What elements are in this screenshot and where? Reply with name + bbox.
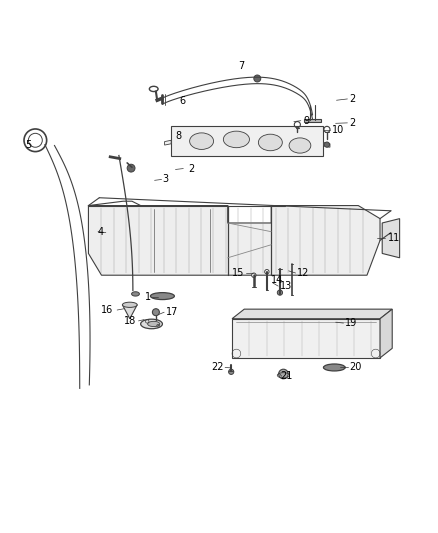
Text: 9: 9 <box>304 116 310 126</box>
Text: 4: 4 <box>97 227 103 237</box>
Polygon shape <box>232 309 392 319</box>
Circle shape <box>254 75 261 82</box>
Text: 15: 15 <box>232 268 244 278</box>
Circle shape <box>229 369 234 375</box>
Text: 17: 17 <box>166 307 178 317</box>
Ellipse shape <box>258 134 283 151</box>
Polygon shape <box>304 119 321 122</box>
Text: 18: 18 <box>124 316 136 326</box>
Ellipse shape <box>289 138 311 153</box>
Circle shape <box>252 273 256 277</box>
Polygon shape <box>171 126 323 156</box>
Polygon shape <box>232 319 380 358</box>
Circle shape <box>152 309 159 316</box>
Polygon shape <box>382 219 399 258</box>
Text: 20: 20 <box>350 361 362 372</box>
Text: 22: 22 <box>211 362 223 373</box>
Polygon shape <box>323 142 330 147</box>
Text: 6: 6 <box>180 96 186 106</box>
Circle shape <box>127 164 135 172</box>
Polygon shape <box>122 305 137 319</box>
Text: 1: 1 <box>145 292 152 302</box>
Text: 10: 10 <box>332 125 344 135</box>
Text: 13: 13 <box>280 281 292 291</box>
Text: 8: 8 <box>176 131 182 141</box>
Text: 16: 16 <box>102 305 114 315</box>
Text: 7: 7 <box>239 61 245 71</box>
Circle shape <box>324 142 329 147</box>
Text: 14: 14 <box>271 274 283 285</box>
Ellipse shape <box>148 321 160 327</box>
Text: 21: 21 <box>280 371 292 381</box>
Ellipse shape <box>223 131 250 148</box>
Ellipse shape <box>122 302 137 308</box>
Text: 12: 12 <box>297 268 310 278</box>
Ellipse shape <box>190 133 214 149</box>
Text: 5: 5 <box>25 140 32 150</box>
Circle shape <box>279 369 288 379</box>
Circle shape <box>277 290 283 295</box>
Polygon shape <box>165 140 171 145</box>
Text: 2: 2 <box>350 94 356 104</box>
Polygon shape <box>88 206 380 275</box>
Ellipse shape <box>131 292 139 296</box>
Text: 2: 2 <box>350 118 356 128</box>
Text: 19: 19 <box>345 318 357 328</box>
Text: 11: 11 <box>388 233 400 243</box>
Circle shape <box>265 270 269 274</box>
Ellipse shape <box>150 293 174 300</box>
Ellipse shape <box>141 319 162 329</box>
Polygon shape <box>380 309 392 358</box>
Text: 2: 2 <box>188 164 195 174</box>
Ellipse shape <box>323 364 345 371</box>
Text: 3: 3 <box>162 174 169 184</box>
